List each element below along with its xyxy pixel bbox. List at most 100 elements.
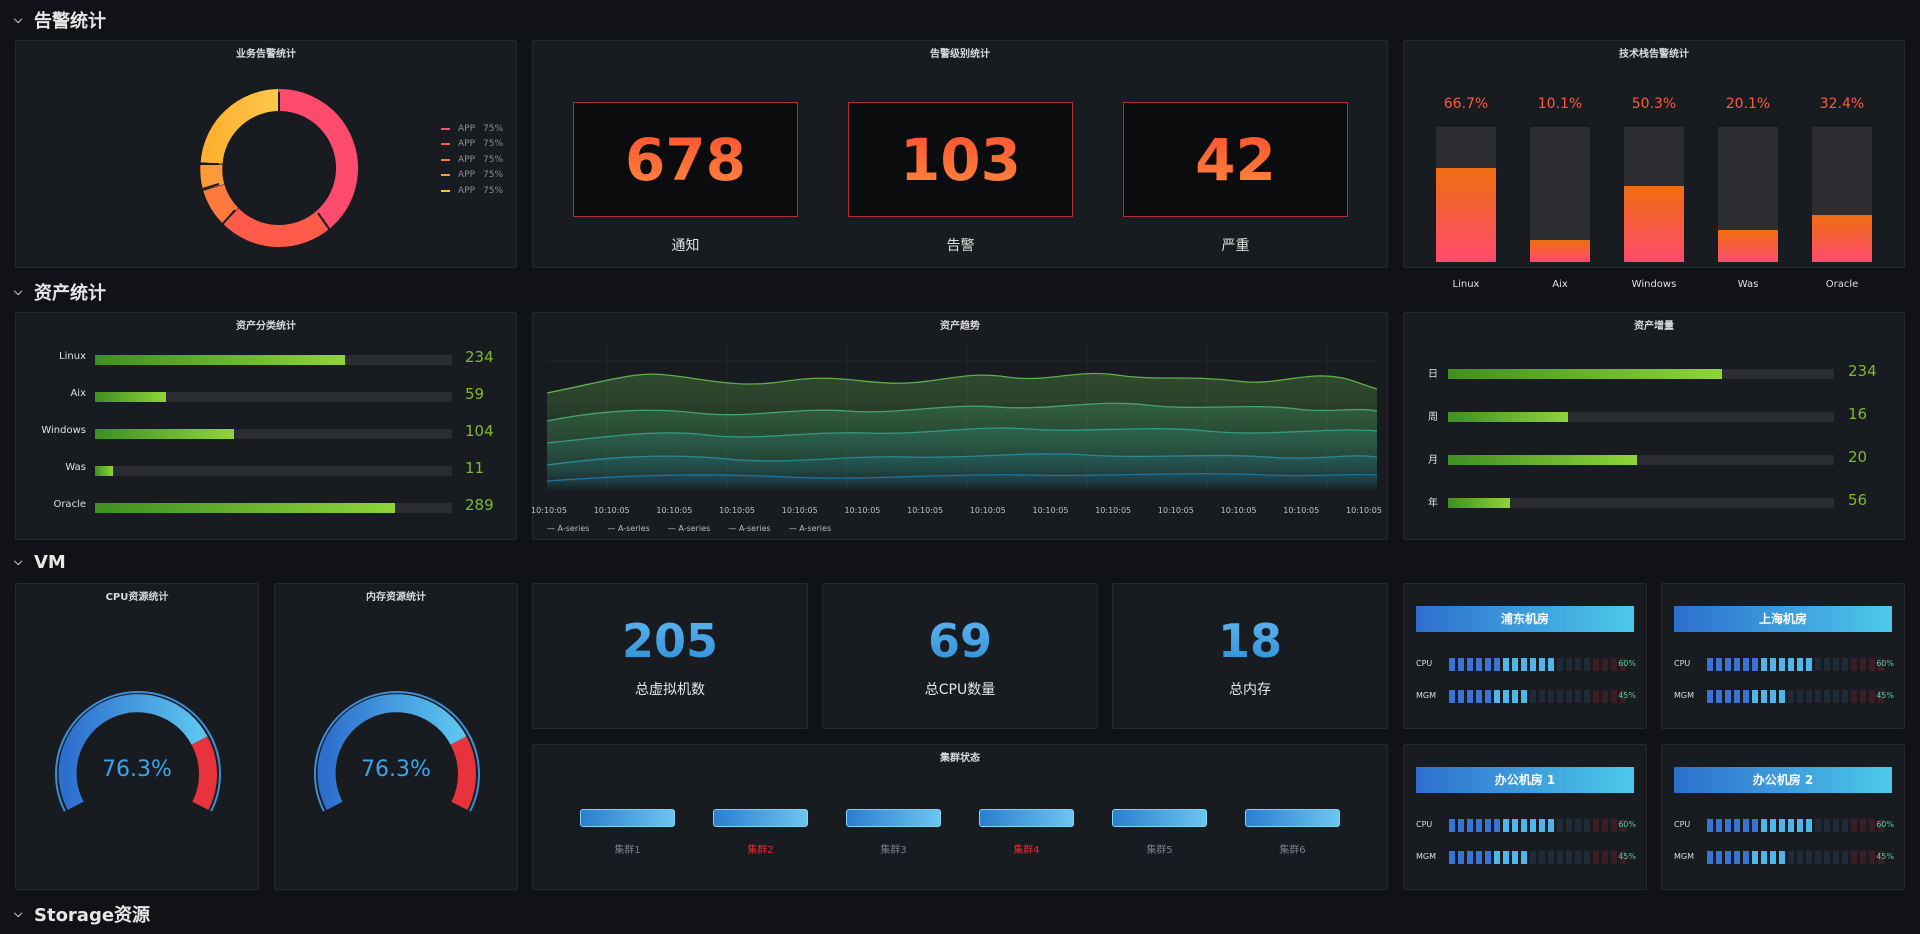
tech-bar-track [1530,127,1590,262]
cluster-2-button[interactable] [713,809,808,827]
donut-slice [200,163,225,190]
cluster-4-button[interactable] [979,809,1074,827]
meter-cell [1860,851,1866,864]
room-office1-panel: 办公机房 1 CPU 60% MGM 45% [1403,744,1647,890]
meter-cell [1842,658,1848,671]
total-memory-value: 18 [1113,614,1387,668]
tech-pct: 32.4% [1819,96,1865,112]
notice-count-box[interactable]: 678 [573,102,798,217]
tech-bar-track [1718,127,1778,262]
meter-cell [1797,690,1803,703]
room-title-button[interactable]: 浦东机房 [1416,606,1634,632]
critical-count-box[interactable]: 42 [1123,102,1348,217]
growth-row-year[interactable]: 年 56 [1404,491,1904,510]
meter-cell [1494,851,1500,864]
cluster-6-button[interactable] [1245,809,1340,827]
growth-bar-fill [1448,498,1510,508]
warning-label: 告警 [946,238,975,254]
meter-cell [1869,851,1875,864]
meter-cell [1707,658,1713,671]
growth-value: 234 [1848,362,1877,380]
cluster-1-button[interactable] [580,809,675,827]
legend-item[interactable]: APP 75% [441,137,503,153]
section-header-alarm[interactable]: ⌵ 告警统计 [14,8,106,32]
asset-bar-fill [95,429,235,439]
asset-bar-fill [95,355,345,365]
growth-row-month[interactable]: 月 20 [1404,448,1904,467]
x-axis-tick: 10:10:05 [1346,506,1382,515]
growth-row-day[interactable]: 日 234 [1404,362,1904,381]
meter-cell [1449,658,1455,671]
room-title-button[interactable]: 办公机房 1 [1416,767,1634,793]
meter-cell [1743,819,1749,832]
meter-cell [1467,819,1473,832]
meter-cell [1878,690,1884,703]
legend-item[interactable]: APP 75% [441,168,503,184]
meter-cell [1575,851,1581,864]
legend-item[interactable]: APP 75% [441,152,503,168]
tech-bar-windows[interactable]: 50.3% Windows [1624,96,1684,290]
meter-cell [1530,690,1536,703]
meter-cell [1584,819,1590,832]
meter-cell [1521,851,1527,864]
meter-cell [1503,658,1509,671]
meter-cell [1593,851,1599,864]
meter-cell [1851,851,1857,864]
panel-title: 资产增量 [1634,321,1674,332]
meter-cell [1761,690,1767,703]
alarm-level-panel: 告警级别统计 678 通知 103 告警 42 严重 [532,40,1388,268]
legend-item[interactable]: APP 75% [441,121,503,137]
tech-bar-was[interactable]: 20.1% Was [1718,96,1778,290]
asset-name: Oracle [53,499,86,510]
legend-item[interactable]: A-series [728,524,771,533]
asset-row-was[interactable]: Was 11 [16,459,516,478]
section-header-asset[interactable]: ⌵ 资产统计 [14,280,106,304]
meter-cell [1869,819,1875,832]
asset-row-linux[interactable]: Linux 234 [16,348,516,367]
room-cpu-meter [1707,819,1884,832]
donut-slice [278,89,358,229]
growth-name: 日 [1428,369,1438,380]
meter-cell [1860,658,1866,671]
cluster-5-button[interactable] [1112,809,1207,827]
legend-item[interactable]: A-series [668,524,710,533]
meter-cell [1512,819,1518,832]
legend-item[interactable]: A-series [789,524,831,533]
cluster-3-button[interactable] [846,809,941,827]
warning-count-box[interactable]: 103 [848,102,1073,217]
asset-name: Windows [41,425,86,436]
legend-item[interactable]: A-series [607,524,650,533]
meter-cell [1806,851,1812,864]
asset-row-windows[interactable]: Windows 104 [16,422,516,441]
meter-cell [1503,851,1509,864]
tech-bar-aix[interactable]: 10.1% Aix [1530,96,1590,290]
meter-cell [1869,690,1875,703]
meter-cell [1752,658,1758,671]
meter-cell [1797,819,1803,832]
growth-bar-fill [1448,369,1723,379]
total-vm-panel: 205 总虚拟机数 [532,583,808,729]
meter-cell [1566,851,1572,864]
meter-cell [1458,690,1464,703]
meter-cell [1476,690,1482,703]
room-title-button[interactable]: 办公机房 2 [1674,767,1892,793]
room-title-button[interactable]: 上海机房 [1674,606,1892,632]
meter-cell [1593,658,1599,671]
meter-cell [1725,658,1731,671]
asset-row-aix[interactable]: Aix 59 [16,385,516,404]
meter-cell [1707,690,1713,703]
section-header-vm[interactable]: ⌵ VM [14,550,66,574]
room-mgm-label: MGM [1416,691,1437,700]
panel-title: CPU资源统计 [105,592,169,603]
section-header-storage[interactable]: ⌵ Storage资源 [14,902,150,926]
legend-item[interactable]: A-series [547,524,590,533]
meter-cell [1458,658,1464,671]
growth-row-week[interactable]: 周 16 [1404,405,1904,424]
meter-cell [1557,819,1563,832]
room-shanghai-panel: 上海机房 CPU 60% MGM 45% [1661,583,1905,729]
legend-item[interactable]: APP 75% [441,183,503,199]
tech-bar-oracle[interactable]: 32.4% Oracle [1812,96,1872,290]
panel-title: 告警级别统计 [930,49,990,60]
tech-bar-linux[interactable]: 66.7% Linux [1436,96,1496,290]
asset-row-oracle[interactable]: Oracle 289 [16,496,516,515]
